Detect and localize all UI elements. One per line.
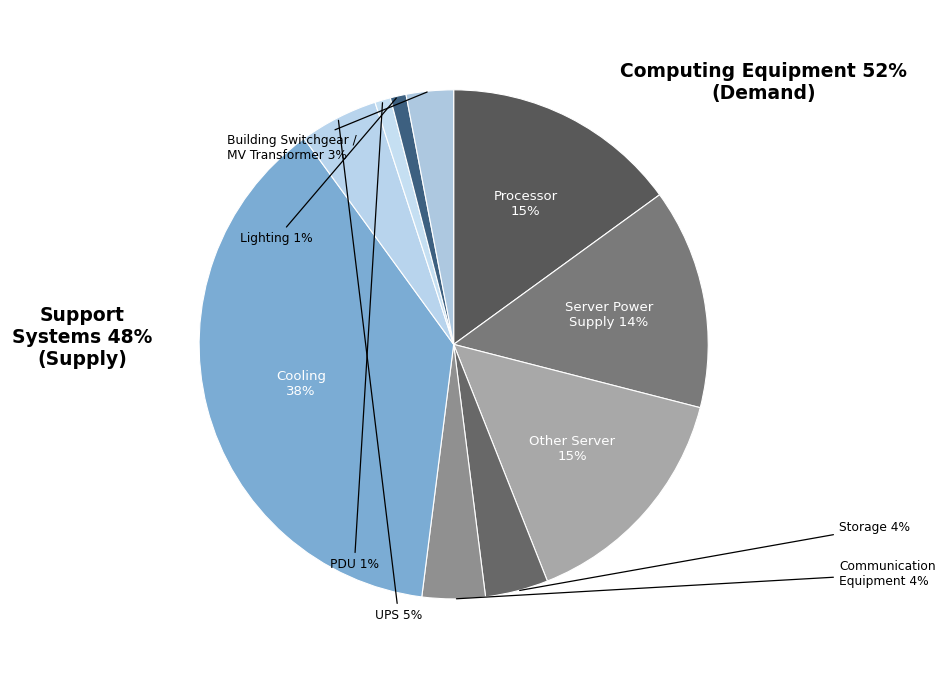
Text: Storage 4%: Storage 4% (520, 521, 910, 591)
Wedge shape (422, 344, 486, 599)
Text: PDU 1%: PDU 1% (329, 103, 383, 571)
Text: Lighting 1%: Lighting 1% (241, 98, 396, 245)
Text: Building Switchgear /
MV Transformer 3%: Building Switchgear / MV Transformer 3% (227, 92, 427, 161)
Wedge shape (454, 344, 547, 597)
Text: Communication
Equipment 4%: Communication Equipment 4% (456, 560, 936, 599)
Wedge shape (406, 90, 454, 344)
Text: Server Power
Supply 14%: Server Power Supply 14% (565, 301, 653, 329)
Wedge shape (390, 95, 454, 344)
Text: Other Server
15%: Other Server 15% (529, 435, 615, 463)
Text: Processor
15%: Processor 15% (493, 190, 557, 218)
Wedge shape (304, 103, 454, 344)
Wedge shape (454, 344, 701, 581)
Wedge shape (199, 138, 454, 597)
Wedge shape (454, 195, 708, 408)
Wedge shape (454, 90, 660, 344)
Text: Support
Systems 48%
(Supply): Support Systems 48% (Supply) (12, 306, 152, 369)
Text: Computing Equipment 52%
(Demand): Computing Equipment 52% (Demand) (620, 62, 906, 103)
Wedge shape (375, 98, 454, 344)
Text: UPS 5%: UPS 5% (339, 120, 423, 622)
Text: Cooling
38%: Cooling 38% (276, 370, 326, 398)
